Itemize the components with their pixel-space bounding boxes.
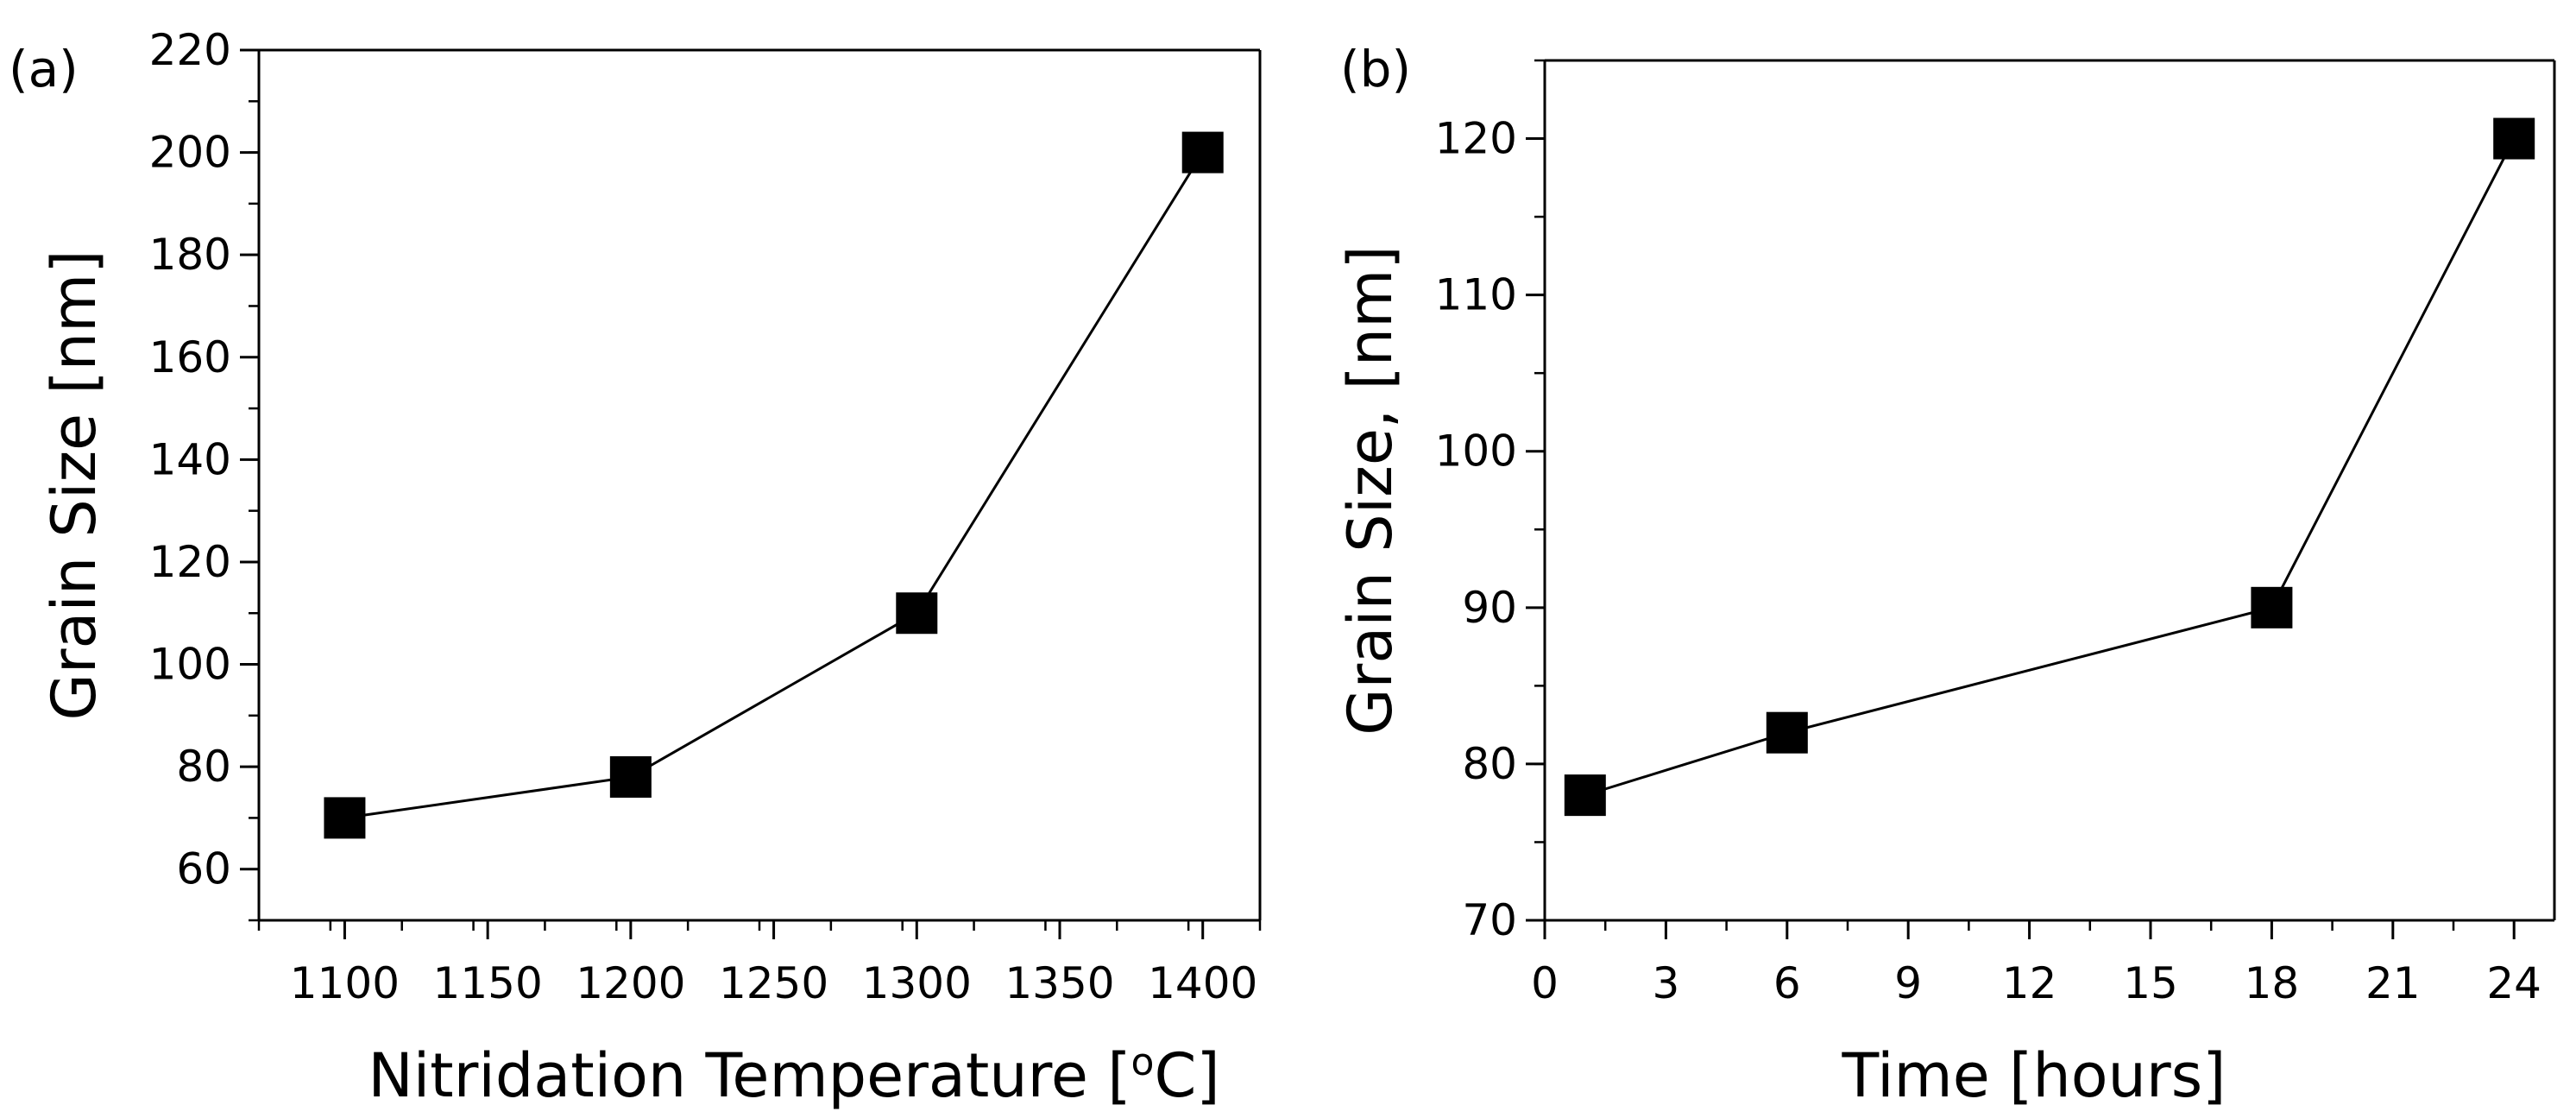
x-tick-label: 1400	[1148, 958, 1257, 1008]
x-tick-label: 6	[1773, 958, 1801, 1008]
y-tick-label: 100	[1435, 426, 1517, 477]
series-line	[1584, 137, 2516, 797]
series-line	[344, 151, 1204, 819]
y-tick-label: 120	[1435, 114, 1517, 164]
y-tick-label: 100	[149, 640, 231, 690]
y-tick-label: 220	[149, 25, 231, 75]
data-point-marker	[1766, 711, 1808, 754]
y-tick-label: 80	[176, 742, 231, 792]
x-tick-label: 1300	[862, 958, 972, 1008]
panel-a-chart: 1100 1150 1200 1250 1300 1350 1400 60 80 100 120 14…	[9, 25, 1262, 1112]
x-tick-label: 18	[2245, 958, 2300, 1008]
x-tick-label: 9	[1894, 958, 1922, 1008]
x-tick-label: 21	[2365, 958, 2421, 1008]
x-tick-label: 1200	[576, 958, 685, 1008]
x-tick-label: 24	[2486, 958, 2541, 1008]
y-tick-label: 160	[149, 332, 231, 382]
x-tick-label: 1350	[1005, 958, 1114, 1008]
x-axis-label-degree: o	[1131, 1040, 1155, 1084]
x-tick-label: 1100	[290, 958, 400, 1008]
panel-label: (b)	[1340, 40, 1411, 98]
y-tick-label: 60	[176, 844, 231, 894]
data-point-marker	[324, 797, 366, 839]
x-tick-label: 1250	[719, 958, 828, 1008]
data-point-marker	[2493, 117, 2535, 160]
y-tick-label: 70	[1462, 895, 1517, 945]
y-tick-label: 140	[149, 434, 231, 484]
x-axis-label: Nitridation Temperature [oC]	[368, 1040, 1219, 1112]
panel-label: (a)	[9, 40, 79, 98]
data-point-marker	[896, 592, 938, 635]
y-tick-label: 200	[149, 128, 231, 178]
y-axis-label: Grain Size, [nm]	[1335, 245, 1406, 735]
data-point-marker	[1181, 131, 1224, 174]
x-tick-label: 15	[2123, 958, 2178, 1008]
y-axis-label: Grain Size [nm]	[39, 249, 110, 720]
data-point-marker	[2251, 586, 2293, 628]
x-axis-label-text: Nitridation Temperature [	[368, 1040, 1131, 1111]
x-tick-label: 0	[1531, 958, 1559, 1008]
panel-b-chart: 0 3 6 9 12 15 18 21 24 70 80 90 100 110 120 (b) Grain Si…	[1335, 40, 2556, 1111]
data-point-marker	[1564, 774, 1606, 817]
x-axis-label: Time [hours]	[1842, 1040, 2226, 1111]
y-tick-label: 90	[1462, 583, 1517, 633]
y-tick-label: 120	[149, 537, 231, 587]
x-tick-label: 3	[1652, 958, 1679, 1008]
data-point-marker	[609, 755, 652, 798]
x-tick-label: 12	[2002, 958, 2057, 1008]
y-tick-label: 110	[1435, 270, 1517, 320]
y-tick-label: 180	[149, 230, 231, 280]
x-axis-label-unit: C]	[1154, 1040, 1219, 1111]
x-tick-label: 1150	[433, 958, 543, 1008]
y-tick-label: 80	[1462, 739, 1517, 789]
